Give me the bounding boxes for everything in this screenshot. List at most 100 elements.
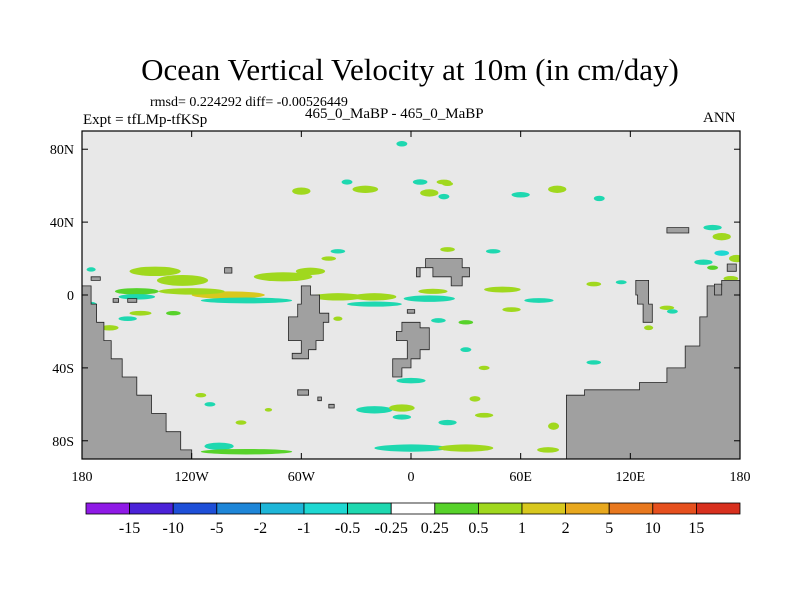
land-mass	[635, 279, 653, 323]
anomaly-patch	[723, 276, 739, 282]
anomaly-patch	[200, 297, 293, 304]
anomaly-patch	[458, 320, 474, 325]
anomaly-patch	[440, 247, 455, 252]
land-mass	[288, 285, 330, 360]
anomaly-patch	[524, 298, 554, 303]
x-tick-label: 120W	[175, 470, 210, 485]
anomaly-patch	[484, 286, 521, 293]
y-tick-label: 0	[67, 289, 74, 304]
colorbar-swatch	[129, 502, 174, 515]
anomaly-patch	[352, 293, 397, 301]
colorbar-label: 10	[645, 520, 661, 537]
anomaly-patch	[156, 274, 209, 286]
anomaly-patch	[586, 360, 602, 365]
anomaly-patch	[418, 288, 448, 294]
anomaly-patch	[420, 189, 439, 197]
anomaly-patch	[548, 422, 560, 430]
anomaly-patch	[478, 365, 490, 371]
anomaly-patch	[100, 325, 119, 331]
land-mass	[416, 258, 470, 287]
y-tick-label: 40N	[50, 216, 74, 231]
anomaly-patch	[333, 316, 343, 321]
colorbar-label: -0.25	[375, 520, 408, 537]
anomaly-patch	[204, 442, 234, 450]
anomaly-patch	[292, 187, 311, 195]
land-mass	[224, 267, 233, 274]
anomaly-patch	[118, 294, 156, 300]
anomaly-patch	[195, 393, 207, 398]
colorbar-swatch	[608, 502, 654, 515]
anomaly-patch	[586, 281, 602, 287]
y-tick-label: 80S	[52, 435, 74, 450]
land-mass	[82, 285, 193, 459]
anomaly-patch	[204, 402, 216, 407]
anomaly-patch	[712, 233, 731, 241]
x-tick-label: 60W	[288, 470, 316, 485]
x-tick-label: 120E	[616, 470, 646, 485]
anomaly-patch	[485, 249, 501, 254]
anomaly-patch	[403, 295, 455, 302]
anomaly-patch	[253, 272, 313, 282]
anomaly-patch	[438, 444, 494, 452]
anomaly-patch	[694, 259, 713, 265]
anomaly-patch	[729, 254, 740, 263]
anomaly-patch	[537, 447, 560, 453]
anomaly-patch	[235, 420, 247, 425]
land-mass	[714, 283, 723, 296]
anomaly-patch	[341, 179, 353, 185]
colorbar-swatch	[172, 502, 218, 515]
experiment-label: Expt = tfLMp-tfKSp	[83, 112, 208, 128]
colorbar-label: -2	[254, 520, 267, 537]
y-tick-label: 80N	[50, 143, 74, 158]
land-mass	[328, 403, 335, 409]
anomaly-patch	[396, 377, 426, 384]
anomaly-patch	[431, 318, 446, 323]
anomaly-patch	[129, 266, 181, 277]
colorbar-label: -15	[119, 520, 140, 537]
anomaly-patch	[86, 267, 96, 272]
land-mass	[127, 298, 138, 303]
stats-line: rmsd= 0.224292 diff= -0.00526449	[150, 95, 348, 110]
colorbar-label: -1	[297, 520, 310, 537]
colorbar-label: 15	[688, 520, 704, 537]
anomaly-patch	[312, 293, 364, 301]
anomaly-patch	[714, 250, 730, 256]
land-mass	[317, 396, 322, 402]
anomaly-patch	[396, 141, 408, 147]
anomaly-patch	[615, 280, 627, 285]
anomaly-patch	[356, 406, 393, 414]
case-label: 465_0_MaBP - 465_0_MaBP	[305, 106, 484, 122]
anomaly-patch	[392, 414, 411, 420]
season-label: ANN	[703, 110, 736, 126]
axis-ticks: 180 120W 60W 0 60E 120E 180 80N 40N 0 40S 80S	[50, 131, 751, 485]
anomaly-patch	[200, 448, 293, 455]
anomaly-patch	[118, 316, 137, 322]
anomaly-patch	[502, 307, 521, 312]
land-layer	[82, 227, 740, 459]
colorbar-swatch	[521, 502, 566, 515]
anomaly-patch	[438, 193, 450, 200]
colorbar: -15 -10 -5 -2 -1 -0.5 -0.25 0.25 0.5 1 2 5 10 15	[85, 502, 741, 537]
land-mass	[112, 298, 119, 303]
land-mass	[297, 389, 310, 396]
anomaly-patch	[129, 310, 152, 316]
anomaly-patch	[593, 195, 605, 202]
anomaly-patch	[352, 185, 379, 193]
land-mass	[406, 309, 416, 314]
anomaly-patch	[436, 179, 452, 185]
colorbar-swatch	[434, 502, 479, 515]
anomaly-patch	[158, 288, 225, 295]
anomaly-patch	[166, 311, 181, 316]
colorbar-swatch	[216, 502, 261, 515]
colorbar-swatch	[303, 502, 348, 515]
land-mass	[90, 276, 101, 281]
colorbar-label: 1	[518, 520, 526, 537]
anomaly-patch	[703, 224, 722, 231]
colorbar-label: 5	[605, 520, 613, 537]
anomaly-patch	[469, 396, 481, 402]
x-tick-label: 180	[72, 470, 93, 485]
anomaly-patch	[389, 404, 415, 412]
land-mass	[666, 227, 690, 234]
plot-title: Ocean Vertical Velocity at 10m (in cm/da…	[141, 52, 679, 87]
